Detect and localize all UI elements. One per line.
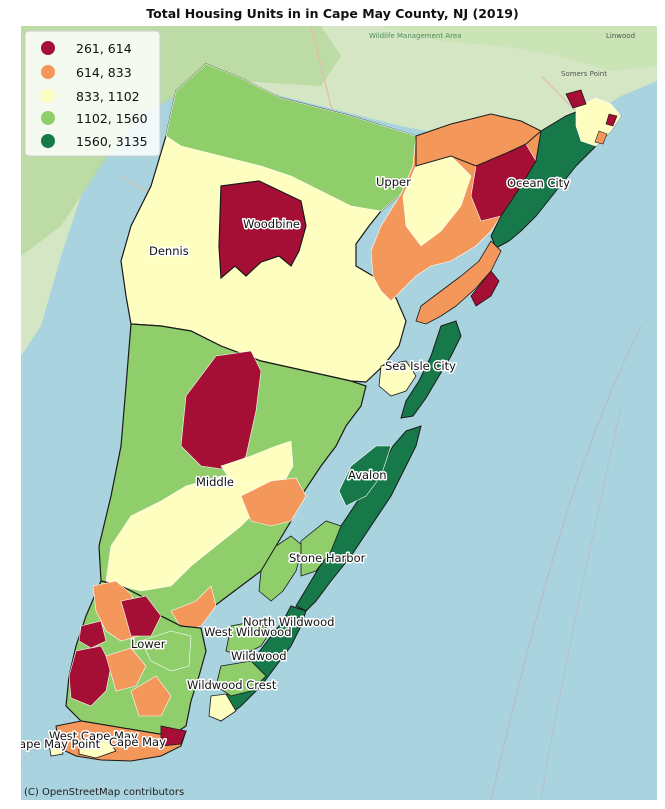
region-avalon-west[interactable] bbox=[338, 445, 392, 507]
region-lower-red[interactable] bbox=[120, 595, 162, 637]
region-ocean-city-island[interactable] bbox=[565, 89, 587, 109]
region-sea-isle-inner[interactable] bbox=[378, 360, 417, 397]
region-lower-red-3[interactable] bbox=[78, 620, 107, 649]
legend-label-2: 833, 1102 bbox=[76, 89, 140, 104]
label-dennis: Dennis bbox=[149, 244, 189, 258]
region-lower-orange-2[interactable] bbox=[105, 647, 147, 692]
region-cape-may-point[interactable] bbox=[48, 741, 64, 757]
forest-area-northeast bbox=[381, 26, 657, 71]
label-wildwood-crest: Wildwood Crest bbox=[187, 678, 277, 692]
legend-label-1: 614, 833 bbox=[76, 65, 132, 80]
label-stone-harbor: Stone Harbor bbox=[289, 551, 366, 565]
region-lower-green[interactable] bbox=[140, 630, 192, 672]
legend-label-4: 1560, 3135 bbox=[76, 134, 148, 149]
label-woodbine: Woodbine bbox=[243, 217, 300, 231]
region-cape-may-east[interactable] bbox=[160, 725, 187, 747]
map-title: Total Housing Units in in Cape May Count… bbox=[146, 6, 519, 21]
legend-swatch-3 bbox=[41, 111, 55, 125]
region-lower-orange-3[interactable] bbox=[130, 675, 172, 717]
region-middle-orange[interactable] bbox=[240, 477, 307, 527]
legend-box bbox=[24, 30, 161, 157]
label-west-wildwood: West Wildwood bbox=[204, 625, 292, 639]
region-middle-yellow[interactable] bbox=[105, 475, 262, 592]
attribution-text[interactable]: (C) OpenStreetMap contributors bbox=[24, 787, 184, 798]
region-sea-isle-city[interactable] bbox=[400, 320, 462, 419]
label-ocean-city: Ocean City bbox=[507, 176, 570, 190]
label-upper: Upper bbox=[376, 175, 411, 189]
label-avalon: Avalon bbox=[348, 468, 387, 482]
region-stone-harbor[interactable] bbox=[300, 520, 342, 577]
map-frame[interactable]: Wildlife Management Area Linwood Somers … bbox=[21, 26, 657, 800]
mainland-basemap bbox=[21, 26, 657, 356]
shipping-lane bbox=[540, 405, 622, 800]
legend-swatch-2 bbox=[41, 89, 55, 103]
region-upper-yellow[interactable] bbox=[402, 155, 472, 247]
legend-label-3: 1102, 1560 bbox=[76, 111, 148, 126]
label-cape-may: Cape May bbox=[109, 735, 166, 749]
region-strathmere[interactable] bbox=[470, 270, 500, 307]
region-middle-red[interactable] bbox=[180, 350, 262, 472]
label-cape-may-point: Cape May Point bbox=[21, 737, 101, 751]
label-middle: Middle bbox=[196, 475, 234, 489]
region-middle-marsh[interactable] bbox=[258, 535, 304, 602]
region-wildwood-west[interactable] bbox=[215, 660, 267, 697]
label-wildwood: Wildwood bbox=[231, 649, 287, 663]
region-west-wildwood[interactable] bbox=[225, 620, 272, 657]
label-west-cape-may: West Cape May bbox=[49, 729, 138, 743]
region-lower-red-2[interactable] bbox=[68, 645, 112, 707]
legend-swatch-0 bbox=[41, 41, 55, 55]
basemap-label-linwood: Linwood bbox=[606, 32, 635, 40]
basemap-label-somers-point: Somers Point bbox=[561, 70, 607, 78]
label-north-wildwood: North Wildwood bbox=[243, 615, 334, 629]
legend-swatch-1 bbox=[41, 65, 55, 79]
region-dennis-north[interactable] bbox=[165, 63, 417, 212]
region-ocean-city-north[interactable] bbox=[575, 97, 622, 147]
region-upper-north[interactable] bbox=[415, 113, 542, 167]
legend-swatch-4 bbox=[41, 134, 55, 148]
shipping-lane bbox=[490, 325, 642, 800]
legend-label-0: 261, 614 bbox=[76, 41, 132, 56]
legend: 261, 614 614, 833 833, 1102 1102, 1560 1… bbox=[24, 30, 161, 157]
region-west-cape-may[interactable] bbox=[78, 737, 117, 759]
region-ocean-city-small-2[interactable] bbox=[594, 130, 608, 145]
label-sea-isle-city: Sea Isle City bbox=[385, 359, 456, 373]
region-wildwood-crest[interactable] bbox=[208, 693, 237, 722]
basemap-label-management: Wildlife Management Area bbox=[369, 32, 461, 40]
map-canvas[interactable]: Wildlife Management Area Linwood Somers … bbox=[21, 26, 657, 800]
label-lower: Lower bbox=[131, 637, 166, 651]
region-ocean-city-small[interactable] bbox=[605, 113, 618, 127]
region-woodbine[interactable] bbox=[218, 180, 307, 280]
